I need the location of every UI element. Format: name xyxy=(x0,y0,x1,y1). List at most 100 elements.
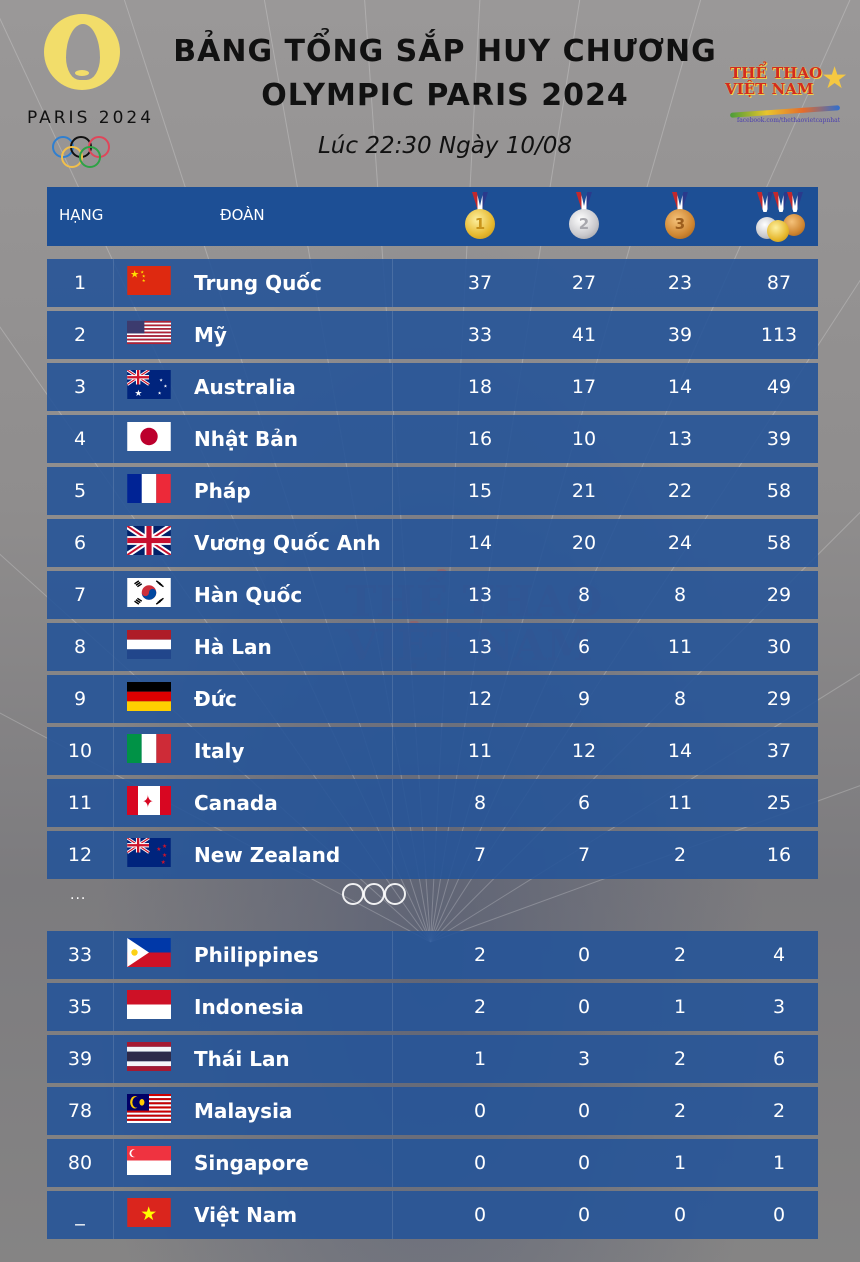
table-row-singapore: 80 Singapore 0 0 1 1 xyxy=(47,1139,818,1187)
all-medals-icon xyxy=(755,192,809,244)
total-count: 2 xyxy=(772,1100,786,1122)
team-name: Canada xyxy=(194,791,278,815)
gold-count: 8 xyxy=(473,792,487,814)
total-count: 49 xyxy=(766,376,792,398)
team-name: Indonesia xyxy=(194,995,304,1019)
japan-flag-icon xyxy=(127,422,171,451)
gold-count: 0 xyxy=(473,1204,487,1226)
silver-count: 41 xyxy=(571,324,597,346)
bronze-count: 1 xyxy=(673,996,687,1018)
total-count: 87 xyxy=(766,272,792,294)
column-header-team: ĐOÀN xyxy=(220,206,265,224)
gold-count: 12 xyxy=(467,688,493,710)
team-name: New Zealand xyxy=(194,843,341,867)
bronze-count: 22 xyxy=(667,480,693,502)
gold-count: 14 xyxy=(467,532,493,554)
italy-flag-icon xyxy=(127,734,171,763)
thailand-flag-icon xyxy=(127,1042,171,1071)
table-row-new-zealand: 12 ★ ★ ★ ★ New Zealand 7 7 2 16 xyxy=(47,831,818,879)
bronze-count: 1 xyxy=(673,1152,687,1174)
gold-count: 33 xyxy=(467,324,493,346)
rank-cell: 78 xyxy=(47,1087,114,1135)
usa-flag-icon xyxy=(127,318,171,347)
silver-count: 8 xyxy=(577,584,591,606)
top-twelve-rows: 1 ★ ★ ★ ★ Trung Quốc 37 27 23 87 2 Mỹ 33 41… xyxy=(47,259,818,879)
svg-text:★: ★ xyxy=(142,274,146,280)
svg-text:★: ★ xyxy=(158,391,162,397)
team-name: Malaysia xyxy=(194,1099,293,1123)
svg-text:★: ★ xyxy=(140,1204,157,1225)
gold-count: 16 xyxy=(467,428,493,450)
bronze-count: 2 xyxy=(673,1100,687,1122)
rank-cell: 1 xyxy=(47,259,114,307)
update-time: Lúc 22:30 Ngày 10/08 xyxy=(317,133,573,159)
gold-count: 2 xyxy=(473,996,487,1018)
china-flag-icon: ★ ★ ★ ★ xyxy=(127,266,171,295)
total-count: 6 xyxy=(772,1048,786,1070)
table-row-australia: 3 ★ ★ ★ ★ Australia 18 17 14 49 xyxy=(47,363,818,411)
table-row-netherlands: 8 Hà Lan 13 6 11 30 xyxy=(47,623,818,671)
silver-count: 0 xyxy=(577,996,591,1018)
germany-flag-icon xyxy=(127,682,171,711)
bronze-count: 14 xyxy=(667,740,693,762)
gold-count: 1 xyxy=(473,1048,487,1070)
table-row-usa: 2 Mỹ 33 41 39 113 xyxy=(47,311,818,359)
total-count: 3 xyxy=(772,996,786,1018)
row-separator-ellipsis: ... xyxy=(47,879,818,927)
team-name: Trung Quốc xyxy=(194,271,322,295)
bronze-count: 0 xyxy=(673,1204,687,1226)
bronze-count: 14 xyxy=(667,376,693,398)
total-count: 39 xyxy=(766,428,792,450)
team-name: Thái Lan xyxy=(194,1047,290,1071)
rainbow-swoosh xyxy=(729,105,841,118)
team-name: Việt Nam xyxy=(194,1203,298,1227)
total-count: 0 xyxy=(772,1204,786,1226)
flame-emblem-icon xyxy=(44,14,120,90)
gold-count: 37 xyxy=(467,272,493,294)
team-name: Mỹ xyxy=(194,323,227,347)
silver-count: 20 xyxy=(571,532,597,554)
total-count: 58 xyxy=(766,532,792,554)
rank-cell: 3 xyxy=(47,363,114,411)
gold-count: 18 xyxy=(467,376,493,398)
total-count: 37 xyxy=(766,740,792,762)
team-name: Singapore xyxy=(194,1151,309,1175)
team-name: Hà Lan xyxy=(194,635,272,659)
silver-count: 0 xyxy=(577,1204,591,1226)
total-count: 58 xyxy=(766,480,792,502)
gold-count: 13 xyxy=(467,636,493,658)
team-name: Pháp xyxy=(194,479,251,503)
table-row-uk: 6 Vương Quốc Anh 14 20 24 58 xyxy=(47,519,818,567)
rank-cell: 33 xyxy=(47,931,114,979)
team-name: Vương Quốc Anh xyxy=(194,531,381,555)
svg-text:✦: ✦ xyxy=(142,792,153,812)
bronze-count: 2 xyxy=(673,944,687,966)
gold-count: 7 xyxy=(473,844,487,866)
bronze-count: 23 xyxy=(667,272,693,294)
total-count: 30 xyxy=(766,636,792,658)
silver-count: 6 xyxy=(577,792,591,814)
total-count: 25 xyxy=(766,792,792,814)
svg-text:★: ★ xyxy=(161,859,166,866)
silver-count: 0 xyxy=(577,1100,591,1122)
column-header-rank: HẠNG xyxy=(59,206,104,224)
title-line-1: BẢNG TỔNG SẮP HUY CHƯƠNG xyxy=(173,34,717,69)
table-row-thailand: 39 Thái Lan 1 3 2 6 xyxy=(47,1035,818,1083)
rank-cell: 4 xyxy=(47,415,114,463)
total-count: 29 xyxy=(766,584,792,606)
gold-count: 15 xyxy=(467,480,493,502)
silver-count: 12 xyxy=(571,740,597,762)
rank-cell: 35 xyxy=(47,983,114,1031)
silver-medal-icon: 2 xyxy=(564,192,604,244)
brand-line-1: THỂ THAO xyxy=(730,64,823,82)
olympic-rings-icon xyxy=(52,136,128,172)
australia-flag-icon: ★ ★ ★ ★ xyxy=(127,370,171,399)
gold-count: 11 xyxy=(467,740,493,762)
rank-cell: 7 xyxy=(47,571,114,619)
table-row-japan: 4 Nhật Bản 16 10 13 39 xyxy=(47,415,818,463)
silver-count: 21 xyxy=(571,480,597,502)
paris-2024-logo: PARIS 2024 xyxy=(18,14,163,174)
singapore-flag-icon xyxy=(127,1146,171,1175)
gold-count: 0 xyxy=(473,1152,487,1174)
gold-medal-icon: 1 xyxy=(460,192,500,244)
